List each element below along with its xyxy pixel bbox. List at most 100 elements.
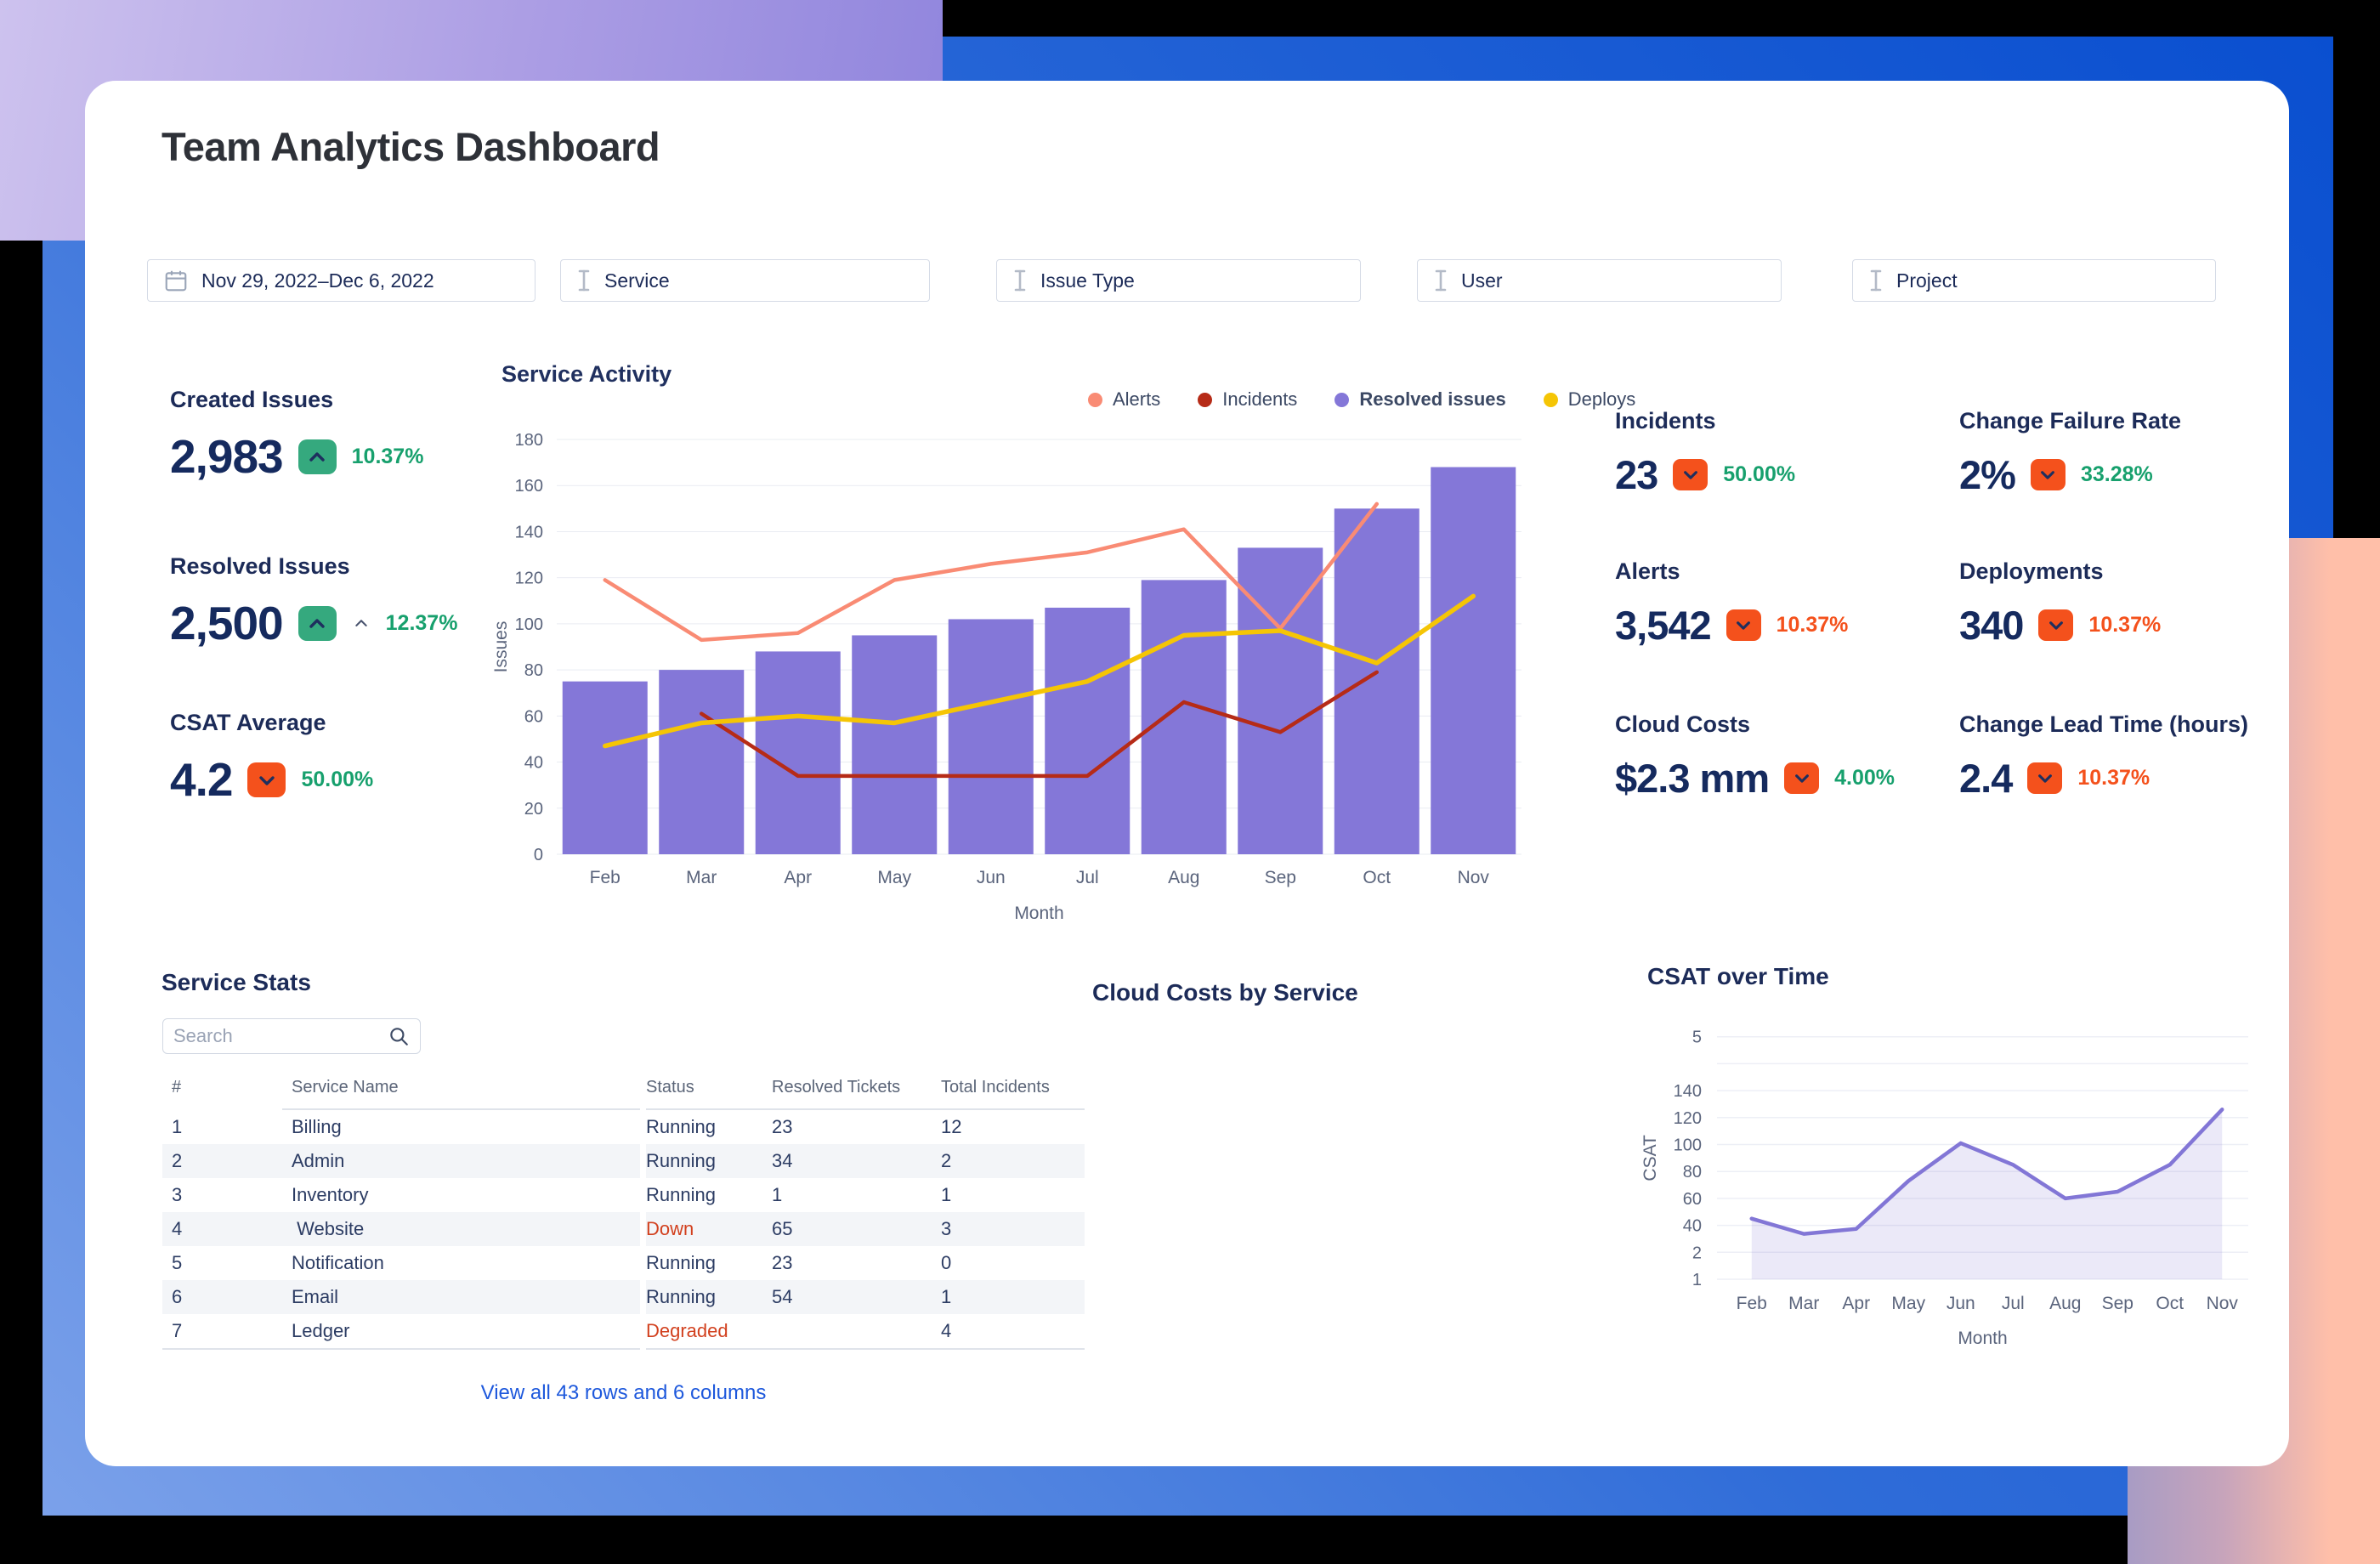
cell-total-incidents: 1 <box>941 1184 952 1205</box>
column-header-total-incidents[interactable]: Total Incidents <box>941 1078 1050 1096</box>
kpi-label: Deployments <box>1959 558 2104 584</box>
cell-total-incidents: 4 <box>941 1320 952 1341</box>
cell--: 4 <box>172 1218 183 1239</box>
legend-label: Incidents <box>1222 388 1298 410</box>
svg-text:160: 160 <box>515 477 543 496</box>
trend-badge <box>1673 459 1708 490</box>
svg-text:180: 180 <box>515 431 543 450</box>
svg-text:Month: Month <box>1014 904 1063 923</box>
legend-item-alerts[interactable]: Alerts <box>1088 388 1160 411</box>
column-header-status[interactable]: Status <box>646 1078 694 1096</box>
kpi-label: Change Failure Rate <box>1959 408 2182 434</box>
header-divider <box>646 1108 1085 1110</box>
svg-text:Nov: Nov <box>1458 868 1490 887</box>
svg-text:1: 1 <box>1692 1271 1702 1289</box>
column-header-service-name[interactable]: Service Name <box>292 1078 399 1096</box>
svg-text:120: 120 <box>515 570 543 588</box>
row-stripe <box>162 1280 640 1314</box>
cell-resolved-tickets: 54 <box>772 1286 793 1307</box>
kpi-change-failure-rate: Change Failure Rate 2% 33.28% <box>1959 408 2181 495</box>
svg-text:Oct: Oct <box>1363 868 1391 887</box>
kpi-value: 2,983 <box>170 430 284 483</box>
cell-status: Running <box>646 1116 716 1137</box>
kpi-value: 4.2 <box>170 753 233 806</box>
cell-total-incidents: 12 <box>941 1116 962 1137</box>
kpi-value: 23 <box>1615 452 1658 497</box>
svg-text:Issues: Issues <box>493 621 511 673</box>
svg-text:120: 120 <box>1674 1109 1702 1128</box>
search-input[interactable] <box>163 1025 388 1047</box>
legend-item-deploys[interactable]: Deploys <box>1543 388 1635 411</box>
table-row[interactable]: 4 Website Down 65 3 <box>162 1212 1085 1246</box>
table-row[interactable]: 7 Ledger Degraded 4 <box>162 1314 1085 1348</box>
svg-text:Month: Month <box>1958 1329 2007 1348</box>
svg-text:140: 140 <box>515 523 543 541</box>
svg-text:40: 40 <box>1683 1217 1702 1236</box>
service-stats-table: # Service Name Status Resolved Tickets Total… <box>162 1071 1085 1350</box>
kpi-label: CSAT Average <box>170 710 326 735</box>
kpi-resolved-issues: Resolved Issues 2,500 12.37% <box>170 553 457 647</box>
trend-up-icon <box>308 450 326 464</box>
table-row[interactable]: 3 Inventory Running 1 1 <box>162 1178 1085 1212</box>
column-header-resolved-tickets[interactable]: Resolved Tickets <box>772 1078 901 1096</box>
kpi-label: Change Lead Time (hours) <box>1959 711 2249 737</box>
trend-badge <box>2027 762 2063 794</box>
ibeam-icon <box>576 269 592 292</box>
cell-resolved-tickets: 65 <box>772 1218 793 1239</box>
filter-date-range[interactable]: Nov 29, 2022–Dec 6, 2022 <box>147 259 536 302</box>
cell-status: Running <box>646 1184 716 1205</box>
cell--: 7 <box>172 1320 183 1341</box>
row-stripe <box>646 1212 1085 1246</box>
svg-text:Feb: Feb <box>590 868 620 887</box>
table-row[interactable]: 1 Billing Running 23 12 <box>162 1110 1085 1144</box>
legend-item-resolved-issues[interactable]: Resolved issues <box>1334 388 1506 411</box>
svg-text:140: 140 <box>1674 1082 1702 1101</box>
trend-badge <box>1784 762 1820 794</box>
row-stripe <box>646 1280 1085 1314</box>
filter-user[interactable]: User <box>1417 259 1782 302</box>
legend-label: Alerts <box>1113 388 1161 410</box>
table-row[interactable]: 6 Email Running 54 1 <box>162 1280 1085 1314</box>
kpi-percent: 10.37% <box>351 445 424 468</box>
filter-value: User <box>1461 269 1503 292</box>
svg-text:Sep: Sep <box>1265 868 1296 887</box>
trend-down-icon <box>2048 619 2065 632</box>
column-header--[interactable]: # <box>172 1078 182 1096</box>
table-row[interactable]: 2 Admin Running 34 2 <box>162 1144 1085 1178</box>
svg-text:Mar: Mar <box>686 868 717 887</box>
kpi-percent: 50.00% <box>301 768 374 791</box>
cell-service-name: Ledger <box>292 1320 350 1341</box>
kpi-percent: 10.37% <box>1776 613 1849 637</box>
csat-title: CSAT over Time <box>1647 963 1829 989</box>
cloud-costs-title: Cloud Costs by Service <box>1092 979 1358 1006</box>
search-icon[interactable] <box>388 1025 410 1047</box>
kpi-incidents: Incidents 23 50.00% <box>1615 408 1795 495</box>
filter-value: Nov 29, 2022–Dec 6, 2022 <box>201 269 434 292</box>
filter-service[interactable]: Service <box>560 259 930 302</box>
svg-text:May: May <box>1891 1294 1925 1313</box>
legend-dot <box>1334 392 1350 407</box>
trend-down-icon <box>1794 772 1810 785</box>
kpi-percent: 50.00% <box>1723 462 1796 486</box>
view-all-link[interactable]: View all 43 rows and 6 columns <box>480 1381 767 1404</box>
cell--: 1 <box>172 1116 183 1137</box>
table-row[interactable]: 5 Notification Running 23 0 <box>162 1246 1085 1280</box>
cell-status: Running <box>646 1286 716 1307</box>
cell-service-name: Billing <box>292 1116 342 1137</box>
legend-label: Resolved issues <box>1359 388 1506 410</box>
svg-text:Sep: Sep <box>2102 1294 2134 1313</box>
legend-dot <box>1088 392 1102 407</box>
table-bottom-border <box>162 1348 640 1350</box>
kpi-percent: 12.37% <box>385 611 458 635</box>
kpi-value: 2,500 <box>170 597 284 649</box>
svg-text:May: May <box>877 868 911 887</box>
filter-issue-type[interactable]: Issue Type <box>996 259 1361 302</box>
cell-resolved-tickets: 23 <box>772 1252 793 1273</box>
trend-badge <box>2038 609 2074 641</box>
trend-down-icon <box>2039 468 2056 481</box>
trend-down-icon <box>1682 468 1699 481</box>
filter-project[interactable]: Project <box>1852 259 2216 302</box>
svg-text:Apr: Apr <box>784 868 812 887</box>
ibeam-icon <box>1868 269 1884 292</box>
legend-item-incidents[interactable]: Incidents <box>1198 388 1297 411</box>
